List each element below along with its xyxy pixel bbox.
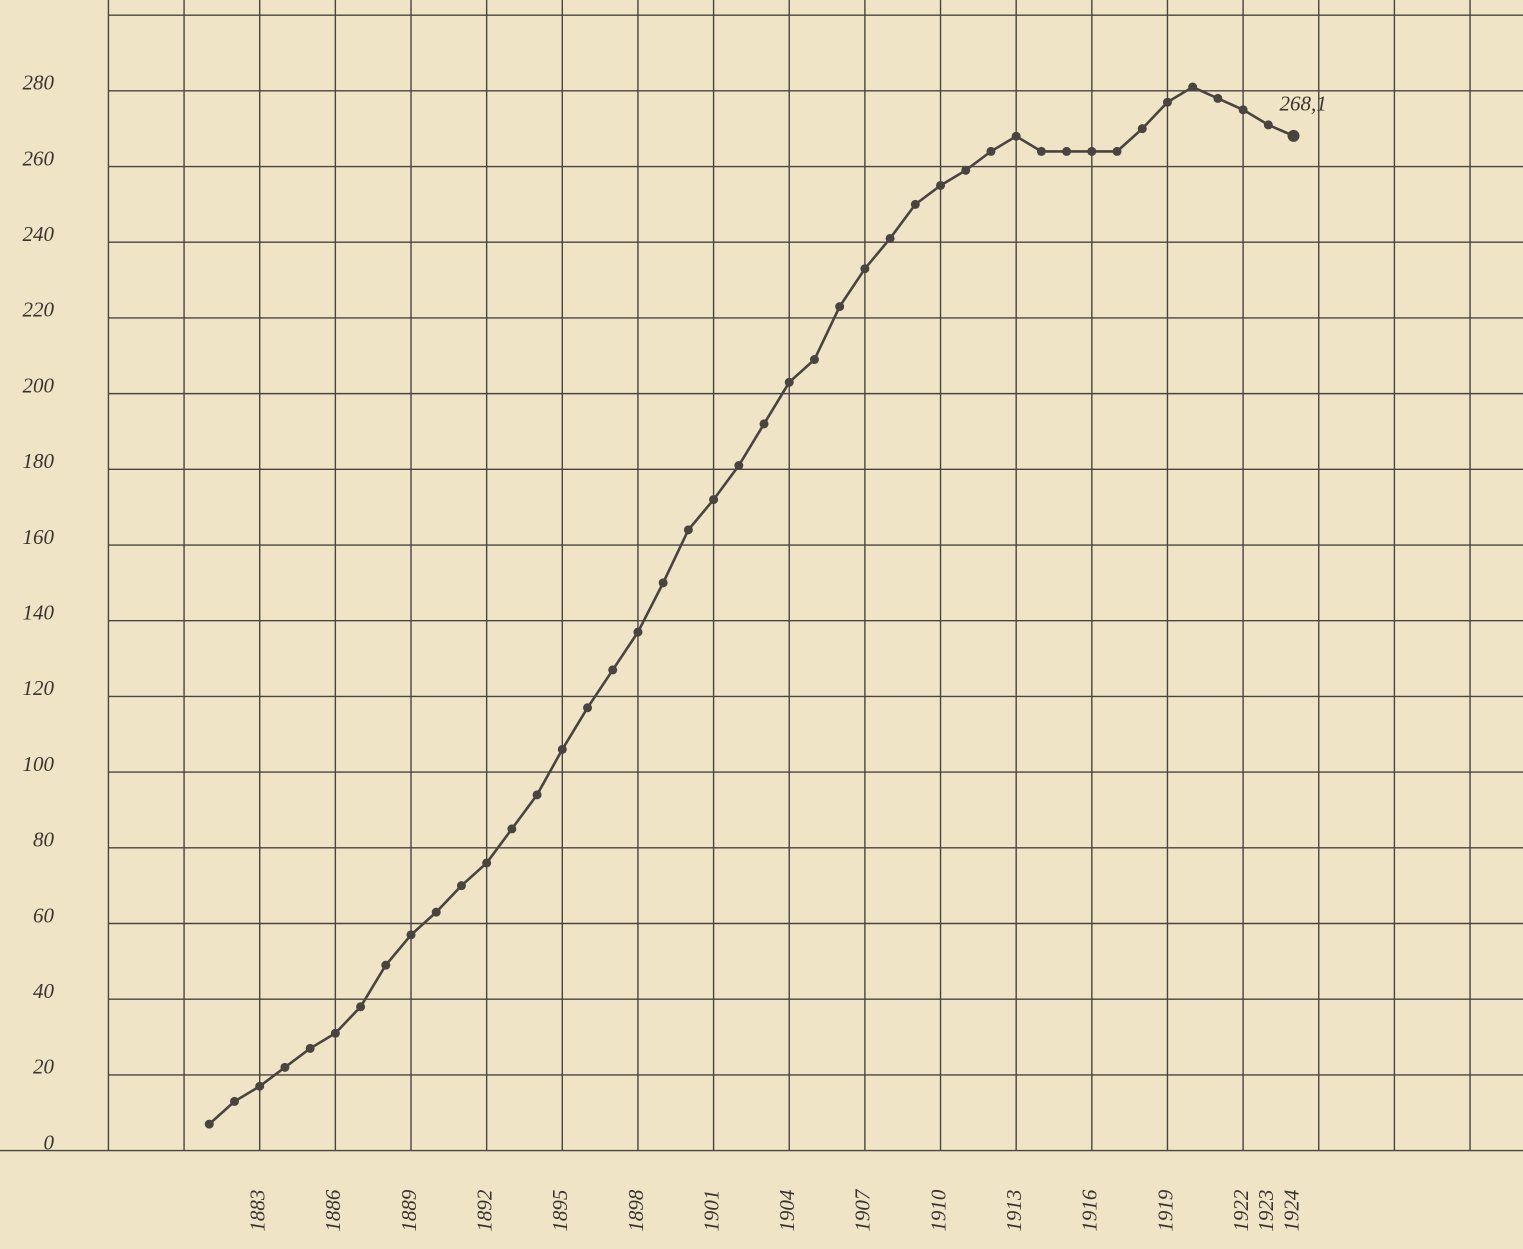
- point: [1238, 105, 1248, 115]
- y-tick-label: 240: [23, 222, 55, 246]
- y-tick-label: 260: [23, 146, 55, 170]
- y-tick-label: 160: [23, 525, 55, 549]
- x-tick-label: 1913: [1002, 1190, 1026, 1232]
- point: [532, 790, 542, 800]
- y-tick-label: 180: [23, 449, 55, 473]
- point: [633, 627, 643, 637]
- point: [1188, 82, 1198, 92]
- x-tick-label: 1898: [624, 1189, 648, 1232]
- point: [381, 960, 391, 970]
- x-tick-label: 1883: [246, 1190, 270, 1232]
- point: [1287, 129, 1300, 142]
- x-tick-label: 1923: [1254, 1190, 1278, 1232]
- x-tick-label: 1907: [851, 1188, 875, 1232]
- value-label: 268,1: [1280, 92, 1327, 116]
- point: [986, 146, 996, 156]
- point: [431, 907, 441, 917]
- point: [255, 1081, 265, 1091]
- point: [936, 180, 946, 190]
- x-tick-label: 1886: [321, 1189, 345, 1232]
- y-tick-label: 140: [23, 601, 55, 625]
- point: [759, 419, 769, 429]
- x-tick-label: 1892: [472, 1189, 496, 1232]
- point: [583, 703, 593, 713]
- point: [658, 578, 668, 588]
- x-tick-label: 1916: [1078, 1189, 1102, 1232]
- point: [482, 858, 492, 868]
- x-tick-label: 1922: [1229, 1189, 1253, 1232]
- point: [280, 1062, 290, 1072]
- y-tick-label: 200: [23, 373, 55, 397]
- point: [1213, 93, 1223, 103]
- point: [1263, 120, 1273, 130]
- point: [557, 744, 567, 754]
- point: [406, 930, 416, 940]
- y-tick-label: 40: [33, 979, 55, 1003]
- x-tick-label: 1924: [1279, 1189, 1303, 1232]
- point: [734, 461, 744, 471]
- point: [1087, 146, 1097, 156]
- point: [683, 525, 693, 535]
- point: [1112, 146, 1122, 156]
- y-tick-label: 0: [44, 1130, 55, 1154]
- point: [305, 1043, 315, 1053]
- point: [835, 302, 845, 312]
- point: [330, 1028, 340, 1038]
- point: [1062, 146, 1072, 156]
- y-tick-label: 120: [23, 676, 55, 700]
- x-tick-label: 1889: [397, 1189, 421, 1232]
- y-tick-label: 220: [23, 298, 55, 322]
- point: [809, 355, 819, 365]
- x-tick-label: 1910: [926, 1189, 950, 1232]
- point: [230, 1096, 240, 1106]
- y-tick-label: 20: [33, 1055, 55, 1079]
- point: [784, 377, 794, 387]
- point: [1162, 97, 1172, 107]
- x-tick-label: 1895: [548, 1190, 572, 1232]
- point: [1036, 146, 1046, 156]
- point: [608, 665, 618, 675]
- y-tick-label: 100: [23, 752, 55, 776]
- point: [456, 881, 466, 891]
- y-tick-label: 280: [23, 71, 55, 95]
- point: [204, 1119, 214, 1129]
- y-tick-label: 60: [33, 903, 55, 927]
- point: [709, 495, 719, 505]
- x-tick-label: 1904: [775, 1189, 799, 1232]
- point: [1011, 131, 1021, 141]
- point: [507, 824, 517, 834]
- point: [961, 165, 971, 175]
- point: [860, 264, 870, 274]
- x-tick-label: 1901: [699, 1190, 723, 1232]
- y-tick-label: 80: [33, 828, 55, 852]
- point: [1137, 124, 1147, 134]
- point: [910, 199, 920, 209]
- x-tick-label: 1919: [1153, 1189, 1177, 1232]
- point: [885, 233, 895, 243]
- point: [356, 1002, 366, 1012]
